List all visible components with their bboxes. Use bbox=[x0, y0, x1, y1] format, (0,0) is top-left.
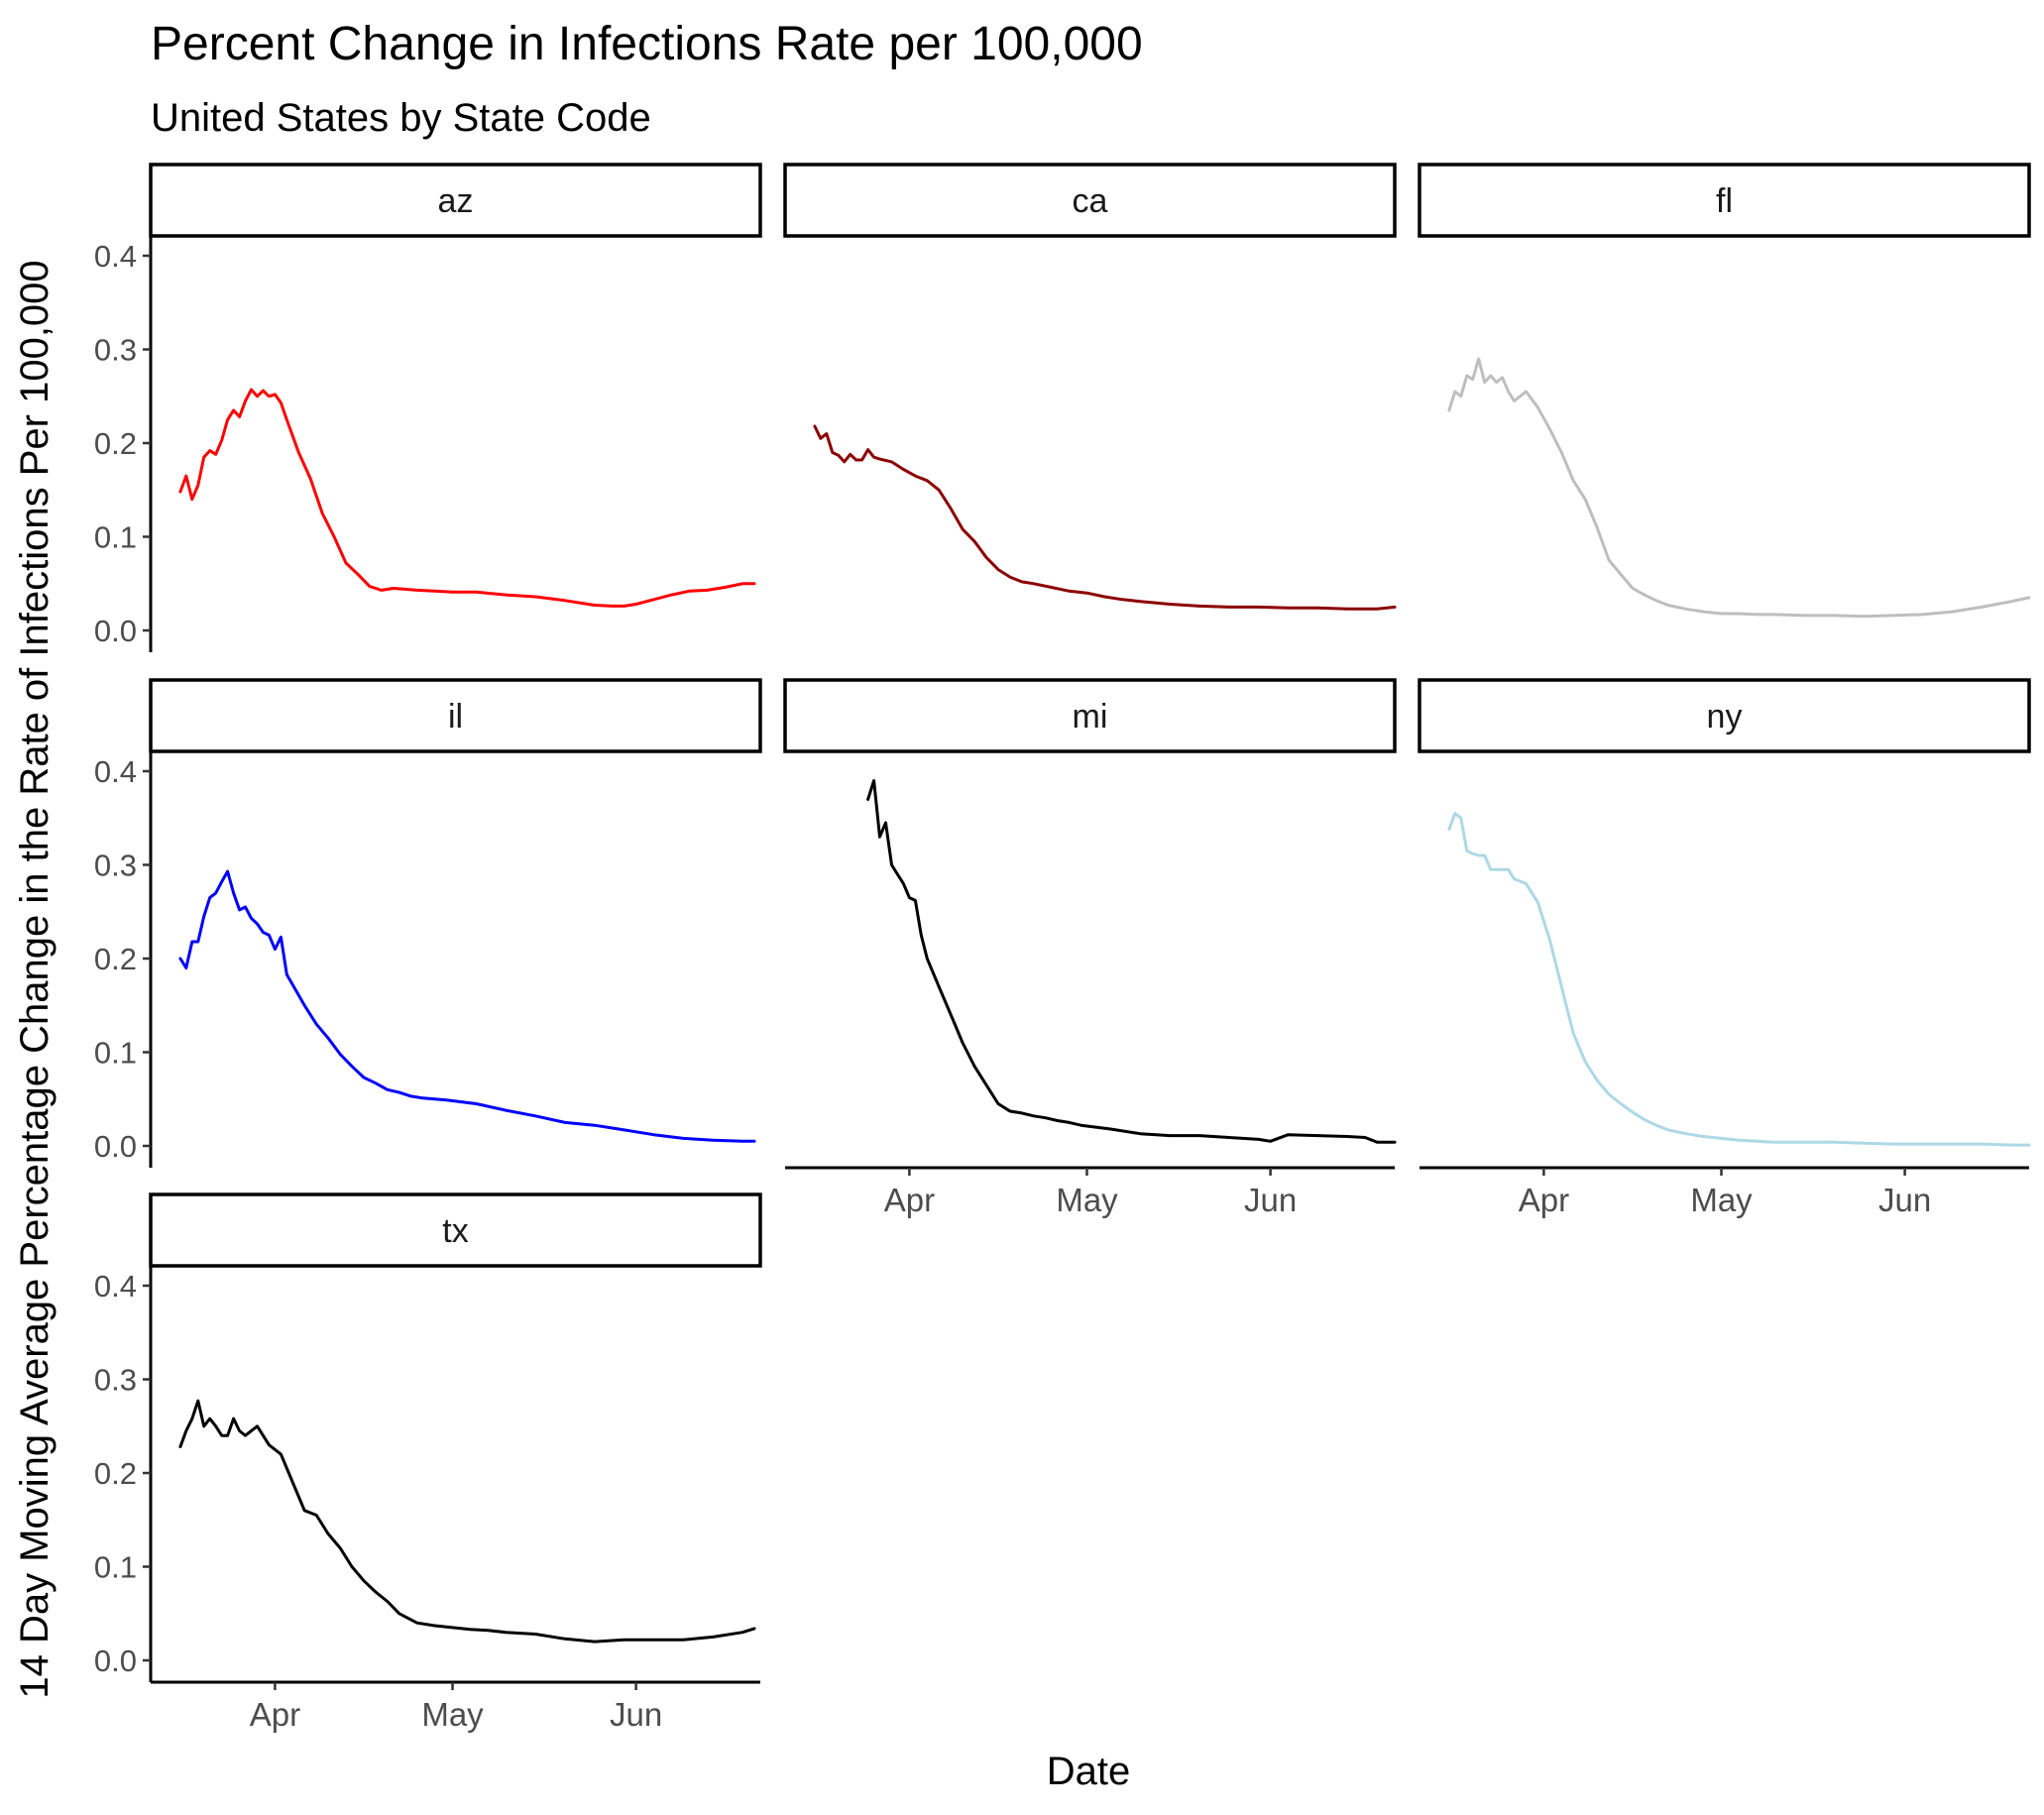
facet-panels: az 0.0 0.1 0.2 0.3 0.4 ca fl il 0.0 0.1 0.2 0.3 0.4 mi… bbox=[94, 163, 2031, 1733]
x-tick-label: May bbox=[1690, 1182, 1753, 1218]
y-tick-label: 0.1 bbox=[94, 1550, 137, 1585]
series-line-mi bbox=[866, 779, 1397, 1144]
series-line-fl bbox=[1447, 357, 2031, 619]
facet-strip-tx bbox=[149, 1192, 762, 1268]
series-line-il bbox=[178, 869, 756, 1143]
x-tick-label: Jun bbox=[610, 1696, 662, 1733]
x-tick-label: Apr bbox=[250, 1696, 300, 1733]
facet-az: az 0.0 0.1 0.2 0.3 0.4 bbox=[94, 163, 762, 652]
y-tick-label: 0.2 bbox=[94, 942, 137, 976]
x-tick-label: Jun bbox=[1878, 1182, 1931, 1218]
y-tick-label: 0.0 bbox=[94, 614, 137, 648]
chart-title: Percent Change in Infections Rate per 10… bbox=[151, 18, 1143, 70]
facet-strip-il bbox=[149, 678, 762, 753]
facet-label-il: il bbox=[448, 698, 463, 736]
y-tick-label: 0.3 bbox=[94, 333, 137, 368]
facet-label-az: az bbox=[438, 182, 474, 220]
facet-strip-fl bbox=[1418, 163, 2031, 238]
facet-label-tx: tx bbox=[442, 1212, 468, 1250]
x-tick-label: Jun bbox=[1244, 1182, 1297, 1218]
x-axis-title: Date bbox=[1047, 1750, 1131, 1793]
y-tick-label: 0.3 bbox=[94, 849, 137, 883]
facet-label-mi: mi bbox=[1073, 698, 1108, 736]
series-line-tx bbox=[178, 1399, 756, 1644]
y-tick-label: 0.4 bbox=[94, 1269, 137, 1304]
series-line-ny bbox=[1447, 812, 2031, 1147]
y-tick-label: 0.2 bbox=[94, 426, 137, 461]
y-tick-label: 0.3 bbox=[94, 1363, 137, 1398]
facet-strip-ca bbox=[783, 163, 1397, 238]
facet-strip-ny bbox=[1418, 678, 2031, 753]
facet-strip-az bbox=[149, 163, 762, 238]
facet-label-ny: ny bbox=[1707, 698, 1743, 736]
x-tick-label: May bbox=[1056, 1182, 1118, 1218]
chart-subtitle: United States by State Code bbox=[151, 96, 651, 140]
facet-label-ca: ca bbox=[1073, 182, 1108, 220]
y-tick-label: 0.1 bbox=[94, 520, 137, 555]
facet-fl: fl bbox=[1418, 163, 2031, 619]
facet-ca: ca bbox=[783, 163, 1397, 611]
x-tick-label: Apr bbox=[884, 1182, 935, 1218]
facet-strip-mi bbox=[783, 678, 1397, 753]
facet-label-fl: fl bbox=[1716, 182, 1733, 220]
facet-ny: ny Apr May Jun bbox=[1418, 678, 2031, 1218]
y-tick-label: 0.0 bbox=[94, 1129, 137, 1164]
facet-il: il 0.0 0.1 0.2 0.3 0.4 bbox=[94, 678, 762, 1168]
y-tick-label: 0.1 bbox=[94, 1036, 137, 1071]
facet-mi: mi Apr May Jun bbox=[783, 678, 1397, 1218]
y-tick-label: 0.2 bbox=[94, 1456, 137, 1491]
series-line-ca bbox=[813, 424, 1397, 611]
x-tick-label: May bbox=[421, 1696, 484, 1733]
x-tick-label: Apr bbox=[1519, 1182, 1569, 1218]
series-line-az bbox=[178, 388, 756, 608]
y-axis-title: 14 Day Moving Average Percentage Change … bbox=[13, 260, 57, 1698]
y-tick-label: 0.4 bbox=[94, 239, 137, 274]
y-tick-label: 0.0 bbox=[94, 1644, 137, 1678]
facet-tx: tx 0.0 0.1 0.2 0.3 0.4 Apr May Jun bbox=[94, 1192, 762, 1733]
y-tick-label: 0.4 bbox=[94, 754, 137, 789]
